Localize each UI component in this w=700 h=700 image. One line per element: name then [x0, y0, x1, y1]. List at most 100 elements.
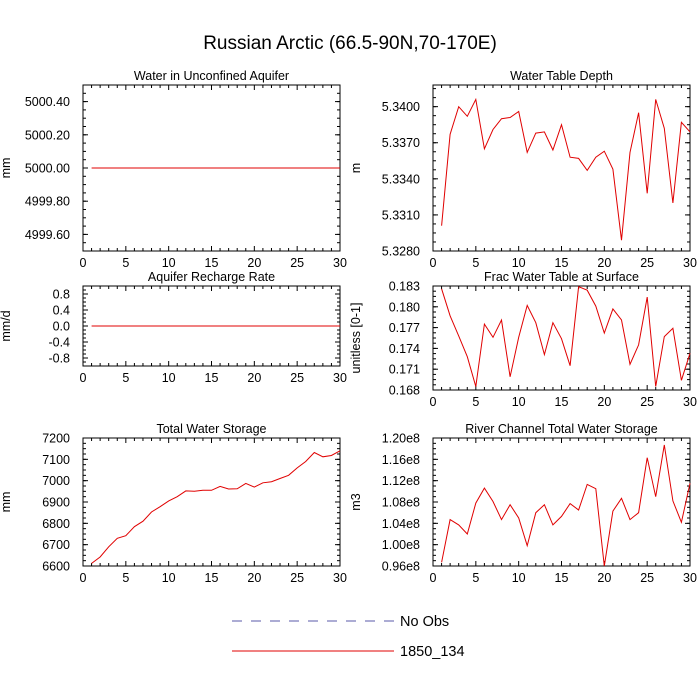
x-tick-label: 20: [597, 571, 611, 585]
y-tick-label: 7100: [42, 453, 70, 467]
panel-title: Aquifer Recharge Rate: [148, 270, 275, 284]
panel-title: Frac Water Table at Surface: [484, 270, 639, 284]
x-tick-label: 5: [122, 371, 129, 385]
legend-label: No Obs: [400, 614, 449, 630]
y-tick-label: 7000: [42, 474, 70, 488]
legend: No Obs 1850_134: [232, 614, 465, 660]
x-tick-label: 10: [512, 571, 526, 585]
y-tick-label: 4999.80: [25, 195, 70, 209]
x-tick-label: 5: [472, 571, 479, 585]
series-line: [441, 444, 691, 567]
y-tick-label: 0.171: [389, 363, 420, 377]
x-tick-label: 5: [122, 571, 129, 585]
y-axis-label: mm: [0, 492, 13, 513]
y-tick-label: 1.08e8: [382, 496, 420, 510]
x-tick-label: 15: [205, 571, 219, 585]
panel-water-unconfined-aquifer: Water in Unconfined Aquifer mm 0 5 10 15 20 25 3…: [0, 69, 347, 270]
x-tick-label: 15: [555, 256, 569, 270]
y-tick-label: 1.00e8: [382, 538, 420, 552]
y-tick-label: 5.3370: [382, 136, 420, 150]
x-tick-label: 20: [247, 571, 261, 585]
x-tick-label: 5: [472, 256, 479, 270]
x-tick-label: 25: [640, 256, 654, 270]
x-tick-label: 20: [597, 256, 611, 270]
series-line: [441, 97, 691, 241]
x-tick-label: 30: [683, 571, 697, 585]
y-tick-label: 6600: [42, 560, 70, 574]
panel-title: Water Table Depth: [510, 69, 613, 83]
plot-frame: [432, 437, 691, 567]
legend-label: 1850_134: [400, 644, 465, 660]
x-tick-label: 30: [333, 371, 347, 385]
y-axis-label: mm/d: [0, 310, 13, 341]
x-tick-label: 20: [247, 256, 261, 270]
x-tick-label: 0: [430, 256, 437, 270]
y-tick-label: 5000.00: [25, 162, 70, 176]
x-tick-label: 10: [512, 256, 526, 270]
x-tick-label: 10: [162, 256, 176, 270]
x-tick-label: 0: [430, 571, 437, 585]
y-tick-label: 5.3310: [382, 208, 420, 222]
plot-frame: [432, 84, 691, 252]
x-tick-label: 30: [333, 571, 347, 585]
y-axis-label: mm: [0, 158, 13, 179]
x-tick-label: 20: [247, 371, 261, 385]
y-tick-label: 0.177: [389, 321, 420, 335]
x-tick-label: 5: [122, 256, 129, 270]
y-tick-label: 5.3400: [382, 100, 420, 114]
panel-title: River Channel Total Water Storage: [465, 422, 658, 436]
x-tick-label: 5: [472, 395, 479, 409]
y-tick-label: 1.20e8: [382, 432, 420, 446]
x-tick-label: 25: [290, 571, 304, 585]
y-tick-label: 0.96e8: [382, 560, 420, 574]
x-tick-label: 25: [290, 371, 304, 385]
y-tick-label: 7200: [42, 432, 70, 446]
y-tick-label: 0.4: [53, 304, 70, 318]
y-axis-label: unitless [0-1]: [349, 303, 363, 374]
panel-frac-water-table-surface: Frac Water Table at Surface unitless [0-1…: [349, 270, 697, 409]
x-tick-label: 10: [512, 395, 526, 409]
x-tick-label: 25: [640, 395, 654, 409]
y-tick-label: 0.168: [389, 384, 420, 398]
y-tick-label: 1.12e8: [382, 474, 420, 488]
y-tick-label: 0.180: [389, 300, 420, 314]
panel-water-table-depth: Water Table Depth m 0 5 10 15 20 25 30 5.3280 5.33…: [349, 69, 697, 270]
plot-frame: [82, 437, 341, 567]
y-tick-label: 6700: [42, 538, 70, 552]
y-tick-label: 0.183: [389, 280, 420, 294]
x-tick-label: 30: [333, 256, 347, 270]
panel-aquifer-recharge-rate: Aquifer Recharge Rate mm/d 0 5 10 15 20 25 30 -0.…: [0, 270, 347, 385]
x-tick-label: 30: [683, 256, 697, 270]
y-tick-label: 5.3280: [382, 245, 420, 259]
x-tick-label: 0: [80, 571, 87, 585]
y-tick-label: 5000.40: [25, 95, 70, 109]
x-tick-label: 25: [290, 256, 304, 270]
y-tick-label: 6900: [42, 496, 70, 510]
y-tick-label: -0.8: [48, 352, 70, 366]
figure-title: Russian Arctic (66.5-90N,70-170E): [203, 33, 497, 54]
x-tick-label: 0: [430, 395, 437, 409]
x-tick-label: 10: [162, 371, 176, 385]
y-tick-label: 4999.60: [25, 228, 70, 242]
panel-title: Total Water Storage: [156, 422, 266, 436]
x-tick-label: 0: [80, 256, 87, 270]
y-tick-label: 0.174: [389, 342, 420, 356]
y-axis-label: m: [349, 163, 363, 173]
y-tick-label: 5.3340: [382, 172, 420, 186]
x-tick-label: 15: [555, 395, 569, 409]
x-tick-label: 20: [597, 395, 611, 409]
x-tick-label: 15: [205, 371, 219, 385]
panel-river-channel-storage: River Channel Total Water Storage m3 0 5 10 1…: [349, 422, 697, 585]
x-tick-label: 30: [683, 395, 697, 409]
y-axis-label: m3: [349, 493, 363, 510]
y-tick-label: 1.16e8: [382, 453, 420, 467]
x-tick-label: 15: [205, 256, 219, 270]
x-tick-label: 10: [162, 571, 176, 585]
panel-total-water-storage: Total Water Storage mm 0 5 10 15 20 25 30 6600 670…: [0, 422, 347, 585]
x-tick-label: 25: [640, 571, 654, 585]
x-tick-label: 15: [555, 571, 569, 585]
y-tick-label: 1.04e8: [382, 517, 420, 531]
y-tick-label: -0.4: [48, 336, 70, 350]
